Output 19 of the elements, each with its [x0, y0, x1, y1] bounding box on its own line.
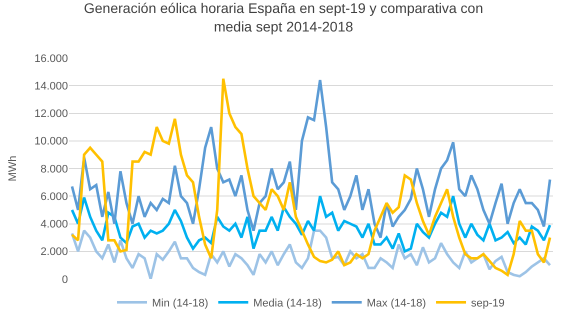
line-series [70, 77, 552, 276]
y-tick-label: 12.000 [34, 108, 68, 120]
legend-label: Media (14-18) [253, 298, 322, 310]
y-tick-label: 6.000 [40, 190, 68, 203]
y-axis-title: MWh [6, 156, 19, 182]
chart-title: Generación eólica horaria España en sept-19 y comparativa con media sept 2014-2018 [84, 0, 484, 34]
y-tick-label: 10.000 [34, 136, 68, 148]
y-tick-label: 4.000 [40, 218, 68, 231]
line-series [70, 194, 552, 253]
line-series [70, 78, 552, 239]
legend-label: sep-19 [471, 298, 505, 310]
y-tick-label: 2.000 [40, 246, 68, 258]
y-tick-label: 14.000 [34, 80, 68, 92]
legend-label: Min (14-18) [152, 298, 208, 310]
y-tick-label: 8.000 [40, 163, 68, 176]
y-tick-label: 0 [62, 274, 68, 286]
legend-label: Max (14-18) [366, 298, 426, 310]
y-tick-label: 16.000 [34, 52, 68, 65]
line-series [70, 229, 552, 279]
